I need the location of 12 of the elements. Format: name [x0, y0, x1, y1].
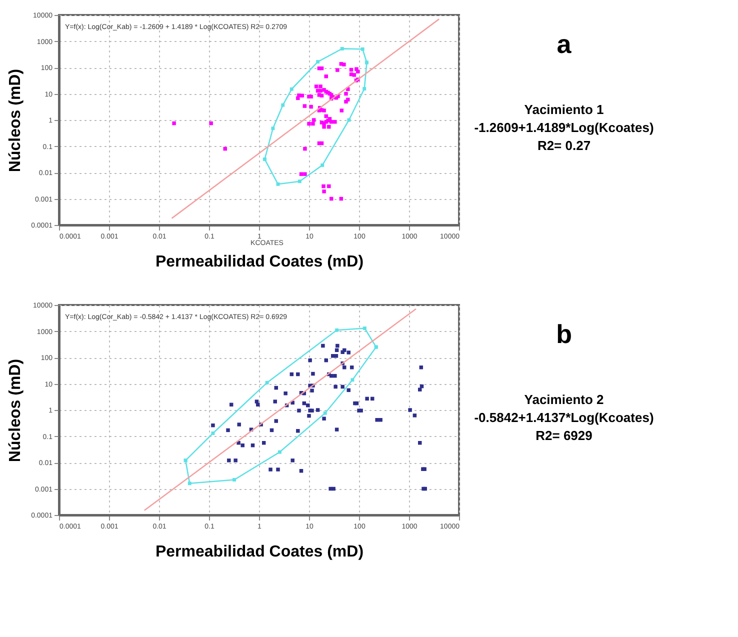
- text: R2= 0.27: [537, 138, 591, 153]
- text: -1.2609+1.4189*Log(Kcoates): [474, 120, 654, 135]
- x-axis-title: Permeabilidad Coates (mD): [155, 254, 364, 270]
- text: b: [556, 319, 572, 349]
- text: Yacimiento 1: [524, 102, 604, 117]
- text: a: [556, 29, 572, 59]
- text: R2= 6929: [536, 428, 592, 443]
- y-axis-title: Núcleos (mD): [7, 68, 24, 172]
- x-axis-title: Permeabilidad Coates (mD): [155, 544, 364, 560]
- text: -0.5842+1.4137*Log(Kcoates): [474, 410, 654, 425]
- text: Yacimiento 2: [524, 392, 604, 407]
- y-axis-title: Núcleos (mD): [7, 358, 24, 462]
